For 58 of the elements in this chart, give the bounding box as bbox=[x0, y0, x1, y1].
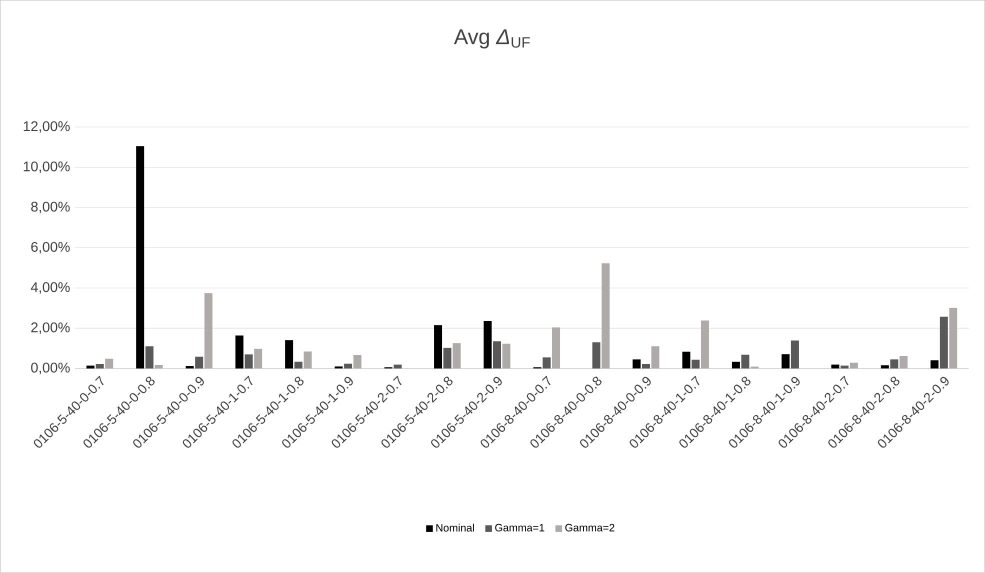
y-tick-label: 8,00% bbox=[31, 202, 70, 214]
bar bbox=[831, 364, 840, 369]
bar bbox=[294, 362, 302, 369]
bar bbox=[890, 359, 898, 369]
y-tick-label: 2,00% bbox=[31, 322, 70, 334]
bar bbox=[542, 357, 551, 369]
y-tick-label: 10,00% bbox=[24, 162, 70, 174]
bar bbox=[782, 354, 790, 369]
bar bbox=[96, 364, 104, 369]
bar bbox=[304, 352, 312, 369]
bar bbox=[105, 358, 114, 369]
bar bbox=[204, 293, 212, 369]
y-tick-label: 12,00% bbox=[24, 121, 70, 133]
bar bbox=[154, 365, 163, 369]
bar bbox=[434, 325, 442, 369]
bar bbox=[443, 348, 452, 369]
bar bbox=[195, 356, 204, 369]
bar bbox=[741, 354, 750, 369]
bar bbox=[790, 340, 799, 369]
bar bbox=[840, 366, 849, 369]
bar bbox=[692, 360, 700, 369]
y-tick-label: 0,00% bbox=[31, 362, 70, 374]
bar bbox=[949, 308, 958, 369]
bar bbox=[394, 364, 402, 369]
y-tick-label: 6,00% bbox=[31, 242, 70, 254]
bar bbox=[552, 327, 560, 369]
bar bbox=[502, 344, 510, 369]
bar bbox=[900, 356, 908, 369]
y-tick-label: 4,00% bbox=[30, 282, 70, 294]
bar bbox=[632, 359, 641, 369]
bar bbox=[940, 316, 948, 369]
legend-label: Nominal bbox=[436, 524, 474, 532]
bar bbox=[602, 263, 610, 369]
bar bbox=[592, 342, 600, 369]
legend-label: Gamma=1 bbox=[495, 524, 544, 532]
bar bbox=[244, 354, 253, 369]
chart-title: Avg Δ$_{UF}$ bbox=[454, 29, 530, 49]
bar bbox=[930, 360, 939, 369]
bar bbox=[651, 346, 660, 369]
bar bbox=[186, 366, 194, 369]
legend-label: Gamma=2 bbox=[565, 524, 614, 532]
bar bbox=[285, 340, 294, 369]
bar bbox=[850, 362, 858, 369]
bar bbox=[484, 321, 492, 369]
bar bbox=[344, 364, 352, 369]
bar bbox=[254, 349, 262, 369]
bar bbox=[682, 352, 690, 369]
bar bbox=[700, 320, 709, 369]
bar bbox=[235, 336, 244, 369]
bar bbox=[732, 362, 740, 369]
bar bbox=[452, 343, 461, 369]
bar bbox=[136, 146, 144, 369]
bar bbox=[880, 365, 889, 369]
bar bbox=[493, 341, 502, 369]
bar bbox=[145, 346, 154, 369]
bar bbox=[353, 355, 362, 369]
bar bbox=[86, 366, 94, 369]
bar bbox=[642, 364, 650, 369]
